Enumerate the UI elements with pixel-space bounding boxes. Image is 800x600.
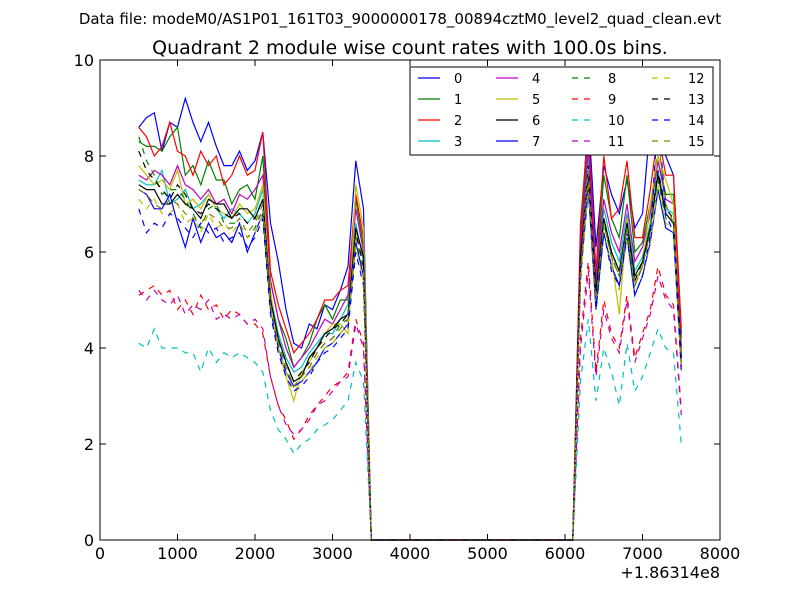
x-tick-label: 3000	[312, 544, 353, 563]
legend-label-2: 2	[454, 114, 462, 129]
legend-label-7: 7	[532, 135, 540, 150]
y-tick-label: 0	[84, 531, 94, 550]
x-tick-label: 0	[95, 544, 105, 563]
legend-label-6: 6	[532, 114, 540, 129]
legend-label-11: 11	[608, 135, 625, 150]
legend-label-14: 14	[688, 114, 705, 129]
chart-suptitle: Data file: modeM0/AS1P01_161T03_90000001…	[79, 10, 721, 29]
x-tick-label: 4000	[390, 544, 431, 563]
legend-label-10: 10	[608, 114, 625, 129]
legend-label-12: 12	[688, 72, 705, 87]
y-tick-label: 8	[84, 147, 94, 166]
x-tick-label: 1000	[157, 544, 198, 563]
x-tick-label: 8000	[700, 544, 741, 563]
legend-label-8: 8	[608, 72, 616, 87]
legend-label-4: 4	[532, 72, 540, 87]
x-offset-label: +1.86314e8	[620, 563, 720, 582]
legend-label-13: 13	[688, 93, 705, 108]
legend-label-0: 0	[454, 72, 462, 87]
y-tick-label: 2	[84, 435, 94, 454]
y-tick-label: 4	[84, 339, 94, 358]
y-tick-label: 10	[74, 51, 94, 70]
legend-label-5: 5	[532, 93, 540, 108]
legend-label-3: 3	[454, 135, 462, 150]
series-line-14	[138, 112, 682, 541]
series-line-9	[138, 261, 682, 541]
x-tick-label: 7000	[622, 544, 663, 563]
legend-box	[409, 66, 714, 156]
y-tick-label: 6	[84, 243, 94, 262]
legend-label-9: 9	[608, 93, 616, 108]
legend-label-1: 1	[454, 93, 462, 108]
legend-label-15: 15	[688, 135, 705, 150]
x-tick-label: 6000	[545, 544, 586, 563]
series-line-15	[138, 136, 682, 541]
x-axis: 0 1000 2000 3000 4000 5000 6000 7000 8000	[95, 60, 740, 563]
x-tick-label: 5000	[467, 544, 508, 563]
x-tick-label: 2000	[235, 544, 276, 563]
chart-title: Quadrant 2 module wise count rates with …	[152, 37, 668, 59]
